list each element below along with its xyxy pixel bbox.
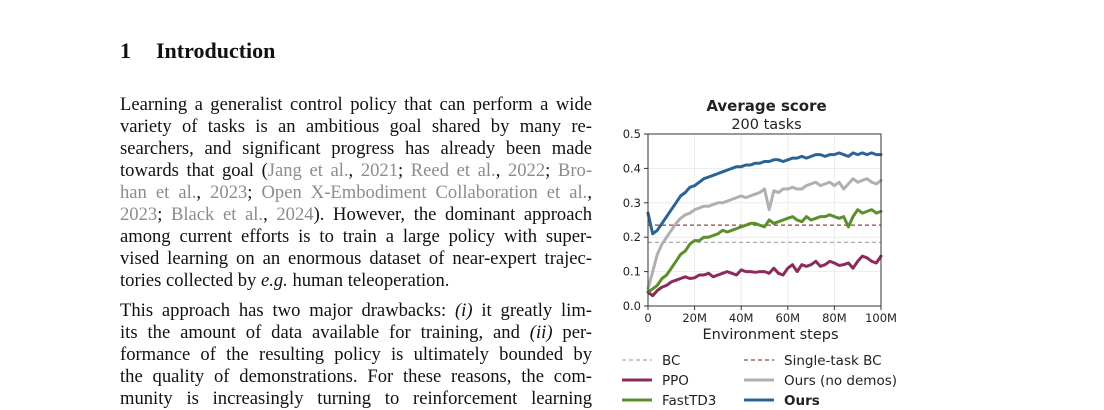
citation-link[interactable]: han et al. [120,182,197,203]
citation-link[interactable]: Jang et al. [267,160,349,181]
text-run: , [587,182,592,203]
citation-link[interactable]: 2023 [210,182,248,203]
average-score-figure: Average score 200 tasks 0 20M 40M 60M 80M 100M 0… [610,92,910,409]
legend-label: PPO [662,373,689,389]
italic-text: (ii) [529,322,553,343]
x-tick-label: 0 [644,311,651,325]
text-run: the quality of demonstrations. For these… [120,366,592,387]
text-run: its the amount of data available for tra… [120,322,530,343]
text-run: ; [398,160,411,181]
text-run: Learning a generalist control policy tha… [120,94,592,115]
y-tick-label: 0.2 [623,230,641,244]
paragraph1-line: Learning a generalist control policy tha… [120,94,592,116]
y-tick-label: 0.1 [623,265,641,279]
paragraph2-line: This approach has two major drawbacks: (… [120,300,592,322]
citation-link[interactable]: 2023 [120,204,158,225]
x-tick-label: 60M [776,311,801,325]
chart-title: Average score [706,97,826,115]
text-run: ; [247,182,262,203]
paragraph2-line: munity is increasingly turning to reinfo… [120,388,592,410]
y-tick-label: 0.5 [623,127,641,141]
x-tick-label: 20M [682,311,707,325]
y-tick-label: 0.4 [623,161,641,175]
text-run: variety of tasks is an ambitious goal sh… [120,116,592,137]
plot-frame [647,133,882,307]
paragraph-2: This approach has two major drawbacks: (… [120,300,592,410]
italic-text: e.g. [260,270,288,291]
chart-subtitle: 200 tasks [731,117,801,133]
text-run: ; [157,204,171,225]
paragraph1-line: han et al., 2023; Open X-Embodiment Coll… [120,182,592,204]
series-line-3 [646,151,883,236]
text-run: vised learning on an enormous dataset of… [120,248,592,269]
paragraph2-line: the quality of demonstrations. For these… [120,366,592,388]
text-run: ). However, the dominant approach [313,204,593,225]
paragraph2-line: its the amount of data available for tra… [120,322,592,344]
section-number: 1 [120,38,131,63]
text-run: formance of the resulting policy is ulti… [120,344,592,365]
paragraph1-line: among current efforts is to train a larg… [120,226,592,248]
x-axis-label: Environment steps [702,327,838,343]
series-line-2 [646,177,883,291]
text-run: , [348,160,361,181]
text-run: , [495,160,508,181]
section-title: Introduction [156,38,276,63]
citation-link[interactable]: Reed et al. [410,160,496,181]
paragraph1-line: variety of tasks is an ambitious goal sh… [120,116,592,138]
average-score-chart: Average score 200 tasks 0 20M 40M 60M 80M 100M 0… [622,97,897,409]
paragraph-1: Learning a generalist control policy tha… [120,94,592,292]
text-run: , [196,182,211,203]
paragraph1-line: vised learning on an enormous dataset of… [120,248,592,270]
citation-link[interactable]: Bro- [557,160,593,181]
y-tick-label: 0.0 [623,299,641,313]
paragraph1-line: tories collected by e.g. human teleopera… [120,270,592,292]
citation-link[interactable]: Black et al. [170,204,264,225]
legend-label: BC [662,353,680,369]
legend-label: FastTD3 [662,393,716,405]
citation-link[interactable]: 2021 [360,160,398,181]
text-run: human teleoperation. [287,270,450,291]
text-run: among current efforts is to train a larg… [120,226,592,247]
y-tick-label: 0.3 [623,196,641,210]
citation-link[interactable]: Open X-Embodiment Collaboration et al. [261,182,588,203]
text-run: per- [552,322,592,343]
paragraph1-line: searchers, and significant progress has … [120,138,592,160]
text-run: ; [545,160,558,181]
text-run: towards that goal ( [120,160,268,181]
legend-label: Single-task BC [784,353,882,369]
citation-link[interactable]: 2022 [507,160,546,181]
legend-label: Ours [784,393,820,405]
text-run: tories collected by [120,270,261,291]
paragraph1-line: 2023; Black et al., 2024). However, the … [120,204,592,226]
paragraph1-line: towards that goal (Jang et al., 2021; Re… [120,160,592,182]
x-tick-label: 80M [822,311,847,325]
paragraph2-line: formance of the resulting policy is ulti… [120,344,592,366]
text-run: This approach has two major drawbacks: [120,300,455,321]
series-line-0 [646,254,883,298]
text-run: it greatly lim- [472,300,592,321]
text-run: searchers, and significant progress has … [120,138,592,159]
x-tick-label: 100M [865,311,897,325]
legend-label: Ours (no demos) [784,373,897,389]
section-heading: 1 Introduction [120,38,275,64]
series-line-1 [646,208,883,294]
text-run: , [263,204,277,225]
x-tick-label: 40M [729,311,754,325]
citation-link[interactable]: 2024 [276,204,314,225]
text-run: munity is increasingly turning to reinfo… [120,388,592,409]
italic-text: (i) [454,300,473,321]
